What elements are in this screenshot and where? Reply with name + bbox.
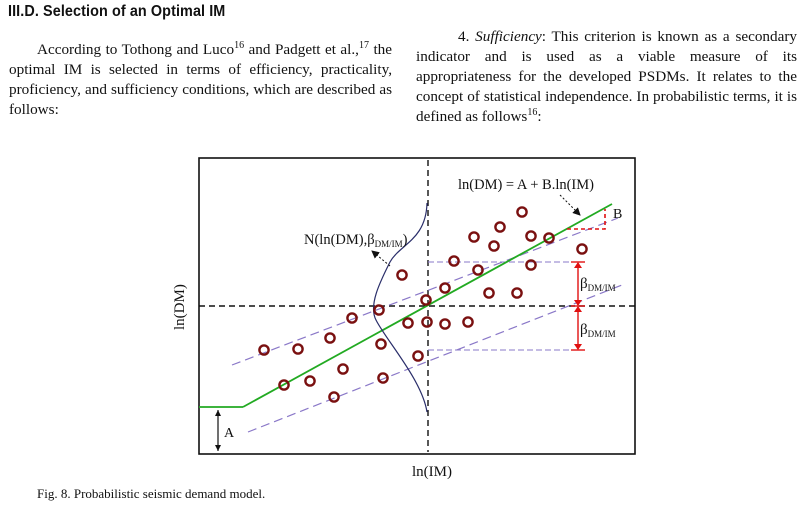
data-point: [346, 312, 358, 324]
reference-16: 16: [527, 107, 538, 118]
data-point: [337, 363, 349, 375]
lower-band-line: [247, 284, 623, 433]
section-heading: III.D. Selection of an Optimal IM: [8, 3, 226, 20]
data-point: [412, 350, 424, 362]
slope-b-bracket: [567, 209, 606, 230]
psdm-diagram: B βDM/IM βDM/IM A ln(DM) = A + B.ln(IM) …: [172, 157, 636, 480]
data-point: [402, 317, 414, 329]
regression-equation: ln(DM) = A + B.ln(IM): [458, 177, 594, 193]
left-column: According to Tothong and Luco16 and Padg…: [9, 40, 392, 120]
beta-brackets: [571, 261, 585, 351]
data-point: [292, 343, 304, 355]
reference-17: 17: [358, 40, 369, 51]
data-point: [494, 221, 506, 233]
psdm-figure: B βDM/IM βDM/IM A ln(DM) = A + B.ln(IM) …: [160, 155, 640, 485]
data-point: [468, 231, 480, 243]
data-point: [304, 375, 316, 387]
data-point: [373, 304, 385, 316]
data-point: [324, 332, 336, 344]
reference-16: 16: [234, 40, 245, 51]
beta-upper-label: βDM/IM: [580, 276, 616, 293]
equation-arrow: [559, 194, 581, 216]
normal-distribution-label: N(ln(DM),βDM/IM): [304, 232, 408, 249]
data-point: [258, 344, 270, 356]
data-point: [472, 264, 484, 276]
x-axis-label: ln(IM): [412, 464, 452, 480]
beta-lower-label: βDM/IM: [580, 322, 616, 339]
data-point: [576, 243, 588, 255]
data-point: [377, 372, 389, 384]
data-point: [420, 294, 432, 306]
left-paragraph: According to Tothong and Luco16 and Padg…: [9, 40, 392, 119]
data-point: [278, 379, 290, 391]
data-point: [448, 255, 460, 267]
data-point: [396, 269, 408, 281]
label-b: B: [613, 207, 622, 222]
data-point: [421, 316, 433, 328]
data-point: [488, 240, 500, 252]
sufficiency-term: Sufficiency: [475, 28, 542, 45]
data-point: [483, 287, 495, 299]
normal-distribution-curve: [372, 202, 428, 413]
data-point: [543, 232, 555, 244]
y-axis-label: ln(DM): [172, 284, 188, 330]
right-paragraph: 4. Sufficiency: This criterion is known …: [416, 28, 798, 125]
data-point: [516, 206, 528, 218]
data-point: [525, 230, 537, 242]
data-point: [439, 282, 451, 294]
data-point: [439, 318, 451, 330]
upper-band-line: [231, 217, 619, 366]
label-a: A: [224, 426, 235, 441]
data-point: [462, 316, 474, 328]
data-points: [258, 206, 588, 403]
figure-caption: Fig. 8. Probabilistic seismic demand mod…: [37, 486, 266, 501]
intercept-a-bracket: [215, 410, 221, 451]
normal-label-arrow: [371, 250, 391, 267]
data-point: [328, 391, 340, 403]
right-column: 4. Sufficiency: This criterion is known …: [416, 27, 797, 127]
data-point: [525, 259, 537, 271]
data-point: [511, 287, 523, 299]
data-point: [375, 338, 387, 350]
